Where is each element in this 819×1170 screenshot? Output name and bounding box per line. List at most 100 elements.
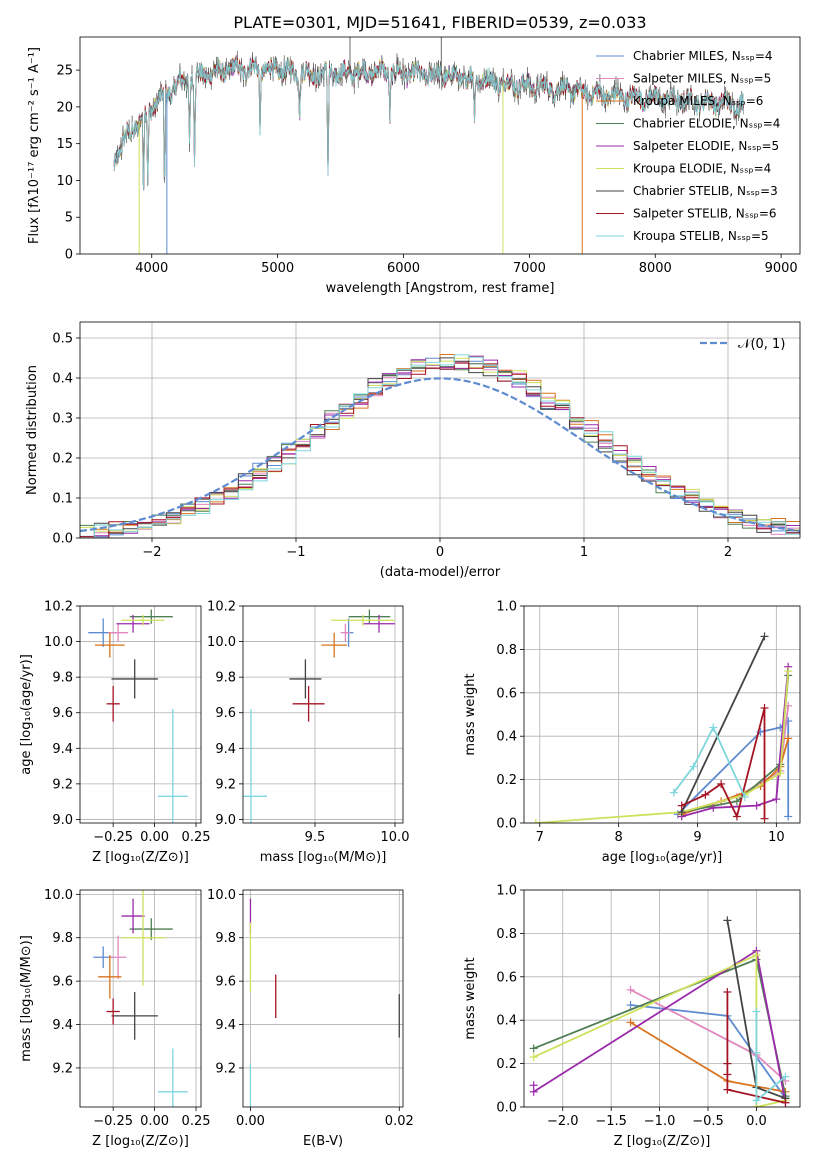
x-tick-label: 2 bbox=[724, 545, 732, 560]
x-tick-label: −1.5 bbox=[595, 1114, 627, 1129]
y-tick-label: 10.0 bbox=[44, 888, 73, 903]
plus-marker bbox=[723, 916, 732, 925]
y-tick-label: 9.4 bbox=[52, 742, 73, 757]
x-tick-label: 0.25 bbox=[182, 830, 211, 845]
y-tick-label: 9.2 bbox=[215, 777, 236, 792]
errorbar-point bbox=[157, 709, 188, 823]
errorbar-point bbox=[129, 918, 173, 940]
errorbar-point bbox=[157, 1048, 188, 1107]
y-tick-label: 0.2 bbox=[52, 452, 73, 467]
x-tick-label: 4000 bbox=[135, 261, 168, 276]
x-tick-label: 7 bbox=[536, 830, 544, 845]
legend: 𝒩(0, 1) bbox=[700, 337, 785, 352]
axes-weight-vs-age: 7 8 9 10 0.0 0.2 0.4 0.6 0.8 1.0 age [log₁₀(age/yr… bbox=[463, 600, 801, 865]
frame-age-vs-mass: 9.5 10.0 9.0 9.2 9.4 9.6 9.8 10.0 10.2 mass [log₁… bbox=[207, 600, 409, 866]
weight-line bbox=[535, 671, 790, 823]
plus-marker bbox=[709, 723, 718, 732]
x-tick-label: 6000 bbox=[387, 261, 420, 276]
y-tick-label: 9.8 bbox=[215, 671, 236, 686]
frame-mass-vs-Z: −0.25 0.00 0.25 9.2 9.4 9.6 9.8 10.0 Z [log₁₀(Z/… bbox=[19, 888, 211, 1149]
frame-weight-vs-Z: −2.0 −1.5 −1.0 −0.5 0.0 0.0 0.2 0.4 0.6 0.8 1.0 Z [… bbox=[463, 884, 801, 1149]
y-axis-label: Normed distribution bbox=[25, 365, 40, 495]
y-tick-label: 0.0 bbox=[496, 817, 517, 832]
y-tick-label: 25 bbox=[56, 64, 73, 79]
plus-marker bbox=[781, 1098, 790, 1107]
x-tick-label: 1 bbox=[580, 545, 588, 560]
y-axis-label: Flux [fλ10⁻¹⁷ erg cm⁻² s⁻¹ A⁻¹] bbox=[27, 47, 42, 244]
plus-marker bbox=[723, 1059, 732, 1068]
plus-marker bbox=[772, 795, 781, 804]
x-tick-label: 0 bbox=[436, 545, 444, 560]
plus-marker bbox=[531, 819, 540, 823]
axes-residuals: −2 −1 0 1 2 0.0 0.1 0.2 0.3 0.4 0.5 (data-model)/er… bbox=[25, 321, 801, 580]
axes-frame bbox=[242, 889, 404, 1108]
plus-marker bbox=[723, 1070, 732, 1079]
chart-title: PLATE=0301, MJD=51641, FIBERID=0539, z=0… bbox=[233, 13, 646, 32]
plus-marker bbox=[752, 1096, 761, 1105]
x-axis-label: E(B-V) bbox=[303, 1134, 343, 1149]
y-tick-label: 9.0 bbox=[215, 813, 236, 828]
plus-marker bbox=[752, 1048, 761, 1057]
x-axis-label: Z [log₁₀(Z/Z⊙)] bbox=[92, 850, 189, 865]
errorbar-point bbox=[94, 632, 125, 658]
y-tick-label: 1.0 bbox=[496, 884, 517, 899]
y-tick-label: 9.2 bbox=[215, 1061, 236, 1076]
y-tick-label: 15 bbox=[56, 137, 73, 152]
errorbar-point bbox=[363, 614, 395, 633]
plus-marker bbox=[677, 801, 686, 810]
x-tick-label: 0.02 bbox=[385, 1114, 414, 1129]
errorbar-point bbox=[121, 614, 165, 626]
axes-frame bbox=[79, 605, 202, 824]
y-tick-label: 5 bbox=[65, 211, 73, 226]
y-tick-label: 0.0 bbox=[496, 1101, 517, 1116]
y-tick-label: 9.4 bbox=[215, 1018, 236, 1033]
y-tick-label: 0.6 bbox=[496, 686, 517, 701]
plus-marker bbox=[529, 1053, 538, 1062]
x-tick-label: −0.25 bbox=[93, 830, 133, 845]
grid-weight-vs-age bbox=[524, 605, 800, 824]
x-axis-label: Z [log₁₀(Z/Z⊙)] bbox=[92, 1134, 189, 1149]
errorbar-point bbox=[98, 955, 122, 999]
y-tick-label: 9.6 bbox=[52, 706, 73, 721]
axes-mass-vs-Z: −0.25 0.00 0.25 9.2 9.4 9.6 9.8 10.0 Z [log₁₀(Z/… bbox=[19, 888, 211, 1149]
errorbar-point bbox=[129, 609, 173, 624]
plus-marker bbox=[784, 812, 793, 821]
plot-weight-vs-age bbox=[531, 632, 793, 823]
plot-weight-vs-Z bbox=[529, 916, 790, 1107]
axes-weight-vs-Z: −2.0 −1.5 −1.0 −0.5 0.0 0.0 0.2 0.4 0.6 0.8 1.0 Z [… bbox=[463, 884, 801, 1149]
plus-marker bbox=[717, 779, 726, 788]
y-tick-label: 10.2 bbox=[207, 600, 236, 615]
x-axis-label: mass [log₁₀(M/M⊙)] bbox=[260, 850, 387, 865]
frame-mass-vs-EBV: 0.00 0.02 9.2 9.4 9.6 9.8 10.0 E(B-V) bbox=[207, 888, 414, 1149]
plus-marker bbox=[752, 1007, 761, 1016]
y-tick-label: 0.1 bbox=[52, 492, 73, 507]
frame-residuals: −2 −1 0 1 2 0.0 0.1 0.2 0.3 0.4 0.5 (data-model)/er… bbox=[25, 321, 801, 580]
errorbar-point bbox=[108, 623, 129, 642]
x-tick-label: −2.0 bbox=[547, 1114, 579, 1129]
plus-marker bbox=[626, 1018, 635, 1027]
spectrum-line bbox=[113, 56, 744, 191]
y-tick-label: 0.4 bbox=[496, 1014, 517, 1029]
x-tick-label: −1 bbox=[286, 545, 305, 560]
x-tick-label: 9 bbox=[693, 830, 701, 845]
y-tick-label: 9.8 bbox=[215, 931, 236, 946]
plus-marker bbox=[776, 769, 785, 778]
plus-marker bbox=[784, 734, 793, 743]
legend-entry: Chabrier STELIB, Nₛₛₚ=3 bbox=[633, 184, 778, 198]
errorbar-point bbox=[348, 609, 391, 624]
plus-marker bbox=[732, 812, 741, 821]
plus-marker bbox=[760, 814, 769, 823]
y-tick-label: 0.5 bbox=[52, 332, 73, 347]
errorbar-point bbox=[106, 998, 120, 1025]
y-tick-label: 9.2 bbox=[52, 1061, 73, 1076]
y-tick-label: 9.0 bbox=[52, 813, 73, 828]
plus-marker bbox=[723, 987, 732, 996]
errorbar-point bbox=[321, 632, 347, 658]
plus-marker bbox=[752, 801, 761, 810]
y-tick-label: 0.4 bbox=[496, 730, 517, 745]
axes-frame bbox=[523, 605, 801, 824]
axes-age-vs-mass: 9.5 10.0 9.0 9.2 9.4 9.6 9.8 10.0 10.2 mass [log₁… bbox=[207, 600, 409, 866]
weight-line bbox=[673, 725, 746, 798]
plus-marker bbox=[732, 797, 741, 806]
legend-entry: Chabrier ELODIE, Nₛₛₚ=4 bbox=[633, 117, 780, 131]
